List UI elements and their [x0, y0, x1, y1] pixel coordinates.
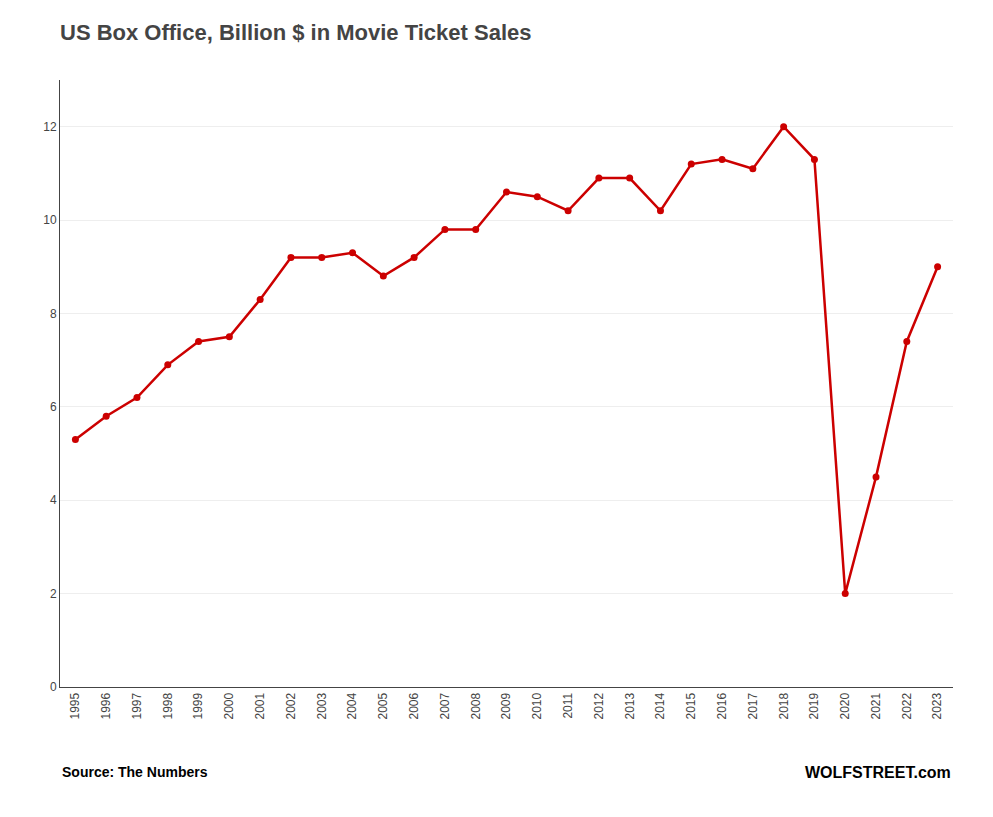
svg-text:2013: 2013: [623, 692, 637, 719]
svg-text:4: 4: [50, 493, 57, 507]
svg-text:2020: 2020: [838, 692, 852, 719]
svg-text:10: 10: [43, 213, 57, 227]
svg-text:1996: 1996: [99, 692, 113, 719]
svg-text:1999: 1999: [191, 692, 205, 719]
svg-text:2001: 2001: [253, 692, 267, 719]
svg-text:US Box Office, Billion $ in Mo: US Box Office, Billion $ in Movie Ticket…: [60, 20, 532, 45]
svg-text:2015: 2015: [684, 692, 698, 719]
svg-text:8: 8: [50, 307, 57, 321]
svg-text:2019: 2019: [807, 692, 821, 719]
svg-text:12: 12: [43, 120, 57, 134]
svg-text:6: 6: [50, 400, 57, 414]
svg-text:1998: 1998: [161, 692, 175, 719]
svg-text:2009: 2009: [499, 692, 513, 719]
svg-text:2023: 2023: [931, 692, 945, 719]
svg-text:2016: 2016: [715, 692, 729, 719]
svg-text:2007: 2007: [438, 692, 452, 719]
svg-text:1995: 1995: [68, 692, 82, 719]
svg-text:2022: 2022: [900, 692, 914, 719]
svg-text:2: 2: [50, 587, 57, 601]
svg-text:2008: 2008: [469, 692, 483, 719]
svg-text:2010: 2010: [530, 692, 544, 719]
svg-text:2017: 2017: [746, 692, 760, 719]
svg-text:2021: 2021: [869, 692, 883, 719]
svg-text:WOLFSTREET.com: WOLFSTREET.com: [805, 764, 951, 781]
svg-text:2006: 2006: [407, 692, 421, 719]
svg-text:1997: 1997: [130, 692, 144, 719]
svg-text:2011: 2011: [561, 692, 575, 718]
svg-text:2005: 2005: [376, 692, 390, 719]
svg-text:2018: 2018: [777, 692, 791, 719]
svg-text:2012: 2012: [592, 692, 606, 719]
svg-text:2014: 2014: [653, 692, 667, 719]
svg-text:2000: 2000: [222, 692, 236, 719]
svg-text:2004: 2004: [345, 692, 359, 719]
svg-text:2003: 2003: [315, 692, 329, 719]
svg-text:Source: The Numbers: Source: The Numbers: [62, 764, 208, 780]
svg-text:0: 0: [50, 680, 57, 694]
svg-text:2002: 2002: [284, 692, 298, 719]
